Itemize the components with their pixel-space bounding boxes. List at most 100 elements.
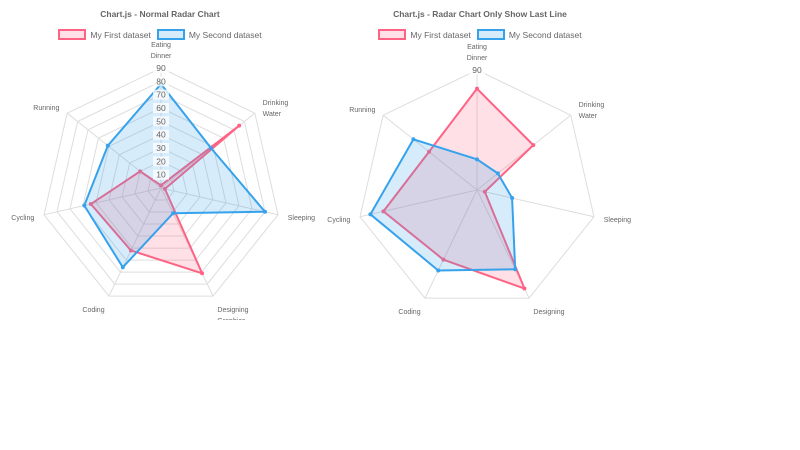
- legend-item-first-dataset[interactable]: My First dataset: [58, 29, 151, 40]
- angle-line: [359, 189, 478, 218]
- tick-backdrop: [153, 63, 169, 73]
- data-point: [368, 212, 373, 217]
- point-label: Eating: [151, 42, 171, 49]
- data-point: [88, 202, 93, 207]
- series-area-2: [83, 83, 266, 269]
- point-label: Drinking: [579, 102, 605, 109]
- legend-swatch: [476, 29, 505, 40]
- tick-label: 10: [156, 170, 166, 180]
- data-point: [436, 268, 441, 273]
- tick-label: 90: [472, 65, 482, 75]
- data-point: [522, 286, 527, 291]
- angle-line: [424, 189, 478, 299]
- grid-ring: [43, 67, 279, 297]
- legend-label: My First dataset: [410, 29, 471, 40]
- data-point: [475, 86, 479, 91]
- point-label: Cycling: [11, 215, 34, 222]
- tick-label: 90: [156, 63, 166, 73]
- data-point: [381, 209, 386, 214]
- data-point: [531, 143, 536, 148]
- legend-item-first-dataset[interactable]: My First dataset: [378, 29, 471, 40]
- normal-radar-chart: Chart.js - Normal Radar Chart My First d…: [0, 0, 320, 320]
- grid-ring: [108, 134, 214, 237]
- grid-ring: [134, 160, 188, 213]
- point-label: Graphics: [217, 318, 246, 320]
- tick-backdrop: [469, 65, 485, 75]
- legend: My First dataset My Second dataset: [0, 29, 320, 40]
- radar-plot: 90 Eating Dinner Drinking Water Sleeping Desig…: [327, 44, 631, 316]
- point-label: Designing: [217, 307, 248, 314]
- chart-title: Chart.js - Radar Chart Only Show Last Li…: [393, 9, 567, 19]
- grid-ring: [56, 80, 266, 285]
- data-point: [159, 183, 163, 188]
- legend-swatch: [378, 29, 407, 40]
- data-point: [411, 137, 416, 142]
- data-point: [138, 169, 143, 174]
- data-point: [120, 265, 125, 270]
- grid-ring: [147, 174, 175, 201]
- angle-line: [160, 187, 279, 216]
- legend-swatch: [58, 29, 87, 40]
- data-point: [128, 248, 133, 253]
- data-point: [105, 143, 110, 148]
- data-point: [209, 146, 214, 151]
- point-label: Cycling: [327, 217, 350, 224]
- tick-backdrop: [153, 89, 169, 100]
- legend-label: My First dataset: [90, 29, 151, 40]
- legend-item-second-dataset[interactable]: My Second dataset: [156, 29, 262, 40]
- angle-line: [476, 189, 595, 218]
- tick-backdrop: [153, 76, 169, 87]
- grid-ring: [95, 120, 227, 249]
- angle-line: [476, 114, 572, 191]
- tick-backdrop: [153, 156, 169, 167]
- data-point: [513, 267, 518, 272]
- data-point: [171, 211, 176, 216]
- legend-label: My Second dataset: [188, 29, 262, 40]
- angle-line: [43, 187, 162, 216]
- legend-swatch: [156, 29, 185, 40]
- point-label: Designing: [533, 309, 564, 316]
- point-label: Water: [263, 111, 282, 118]
- data-point: [482, 189, 487, 194]
- legend-item-second-dataset[interactable]: My Second dataset: [476, 29, 582, 40]
- point-label: Dinner: [467, 55, 488, 62]
- tick-backdrop: [153, 169, 169, 180]
- tick-backdrop: [153, 129, 169, 140]
- point-label: Sleeping: [604, 217, 631, 224]
- tick-label: 40: [156, 130, 166, 140]
- tick-backdrop: [153, 143, 169, 153]
- tick-label: 30: [156, 143, 166, 153]
- angle-line: [160, 187, 214, 297]
- data-point: [441, 257, 446, 262]
- point-label: Eating: [467, 44, 487, 51]
- data-point: [510, 196, 515, 201]
- series-area-1: [89, 124, 241, 275]
- legend: My First dataset My Second dataset: [320, 29, 640, 40]
- angle-line: [108, 187, 162, 297]
- grid-ring: [69, 94, 253, 273]
- tick-label: 70: [156, 90, 166, 100]
- point-label: Sleeping: [288, 215, 315, 222]
- data-point: [495, 171, 500, 176]
- point-label: Running: [33, 105, 59, 112]
- point-label: Coding: [82, 307, 104, 314]
- tick-backdrop: [153, 103, 169, 113]
- data-point: [82, 203, 87, 208]
- point-label: Coding: [398, 309, 420, 316]
- data-point: [162, 186, 167, 191]
- tick-label: 20: [156, 156, 166, 166]
- data-point: [262, 209, 267, 214]
- data-point: [200, 271, 205, 276]
- point-label: Water: [579, 113, 598, 120]
- data-point: [475, 157, 479, 162]
- grid-ring: [359, 69, 595, 299]
- last-line-radar-chart: Chart.js - Radar Chart Only Show Last Li…: [320, 0, 640, 320]
- tick-label: 50: [156, 116, 166, 126]
- point-label: Drinking: [263, 100, 289, 107]
- point-label: Dinner: [151, 53, 172, 60]
- tick-label: 60: [156, 103, 166, 113]
- radar-plot: 10 20 30 40 50 60 70 80 90 Eating Dinner Drinking Wa…: [11, 42, 315, 320]
- point-label: Running: [349, 107, 375, 114]
- data-point: [237, 123, 242, 128]
- series-area-1: [382, 87, 535, 290]
